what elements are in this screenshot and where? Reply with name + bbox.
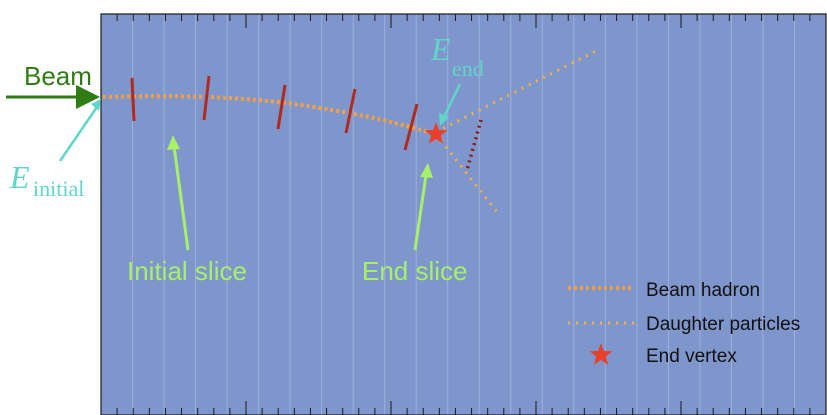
legend-star-icon — [589, 343, 613, 365]
wire-lines — [132, 14, 795, 415]
daughter-track-down — [434, 133, 502, 217]
end-slice-label: End slice — [362, 256, 468, 286]
initial-slice-label: Initial slice — [127, 256, 247, 286]
legend: Beam hadron Daughter particles End verte… — [568, 280, 800, 367]
slice-marker — [276, 84, 287, 130]
legend-daughter-label: Daughter particles — [646, 314, 800, 335]
beam-hadron-track — [102, 94, 433, 135]
e-initial-subscript: initial — [33, 176, 84, 201]
e-initial-pointer — [58, 103, 101, 162]
slice-marker — [202, 75, 211, 121]
axis-ticks — [116, 14, 811, 415]
e-end-subscript: end — [452, 56, 484, 81]
daughter-track-short — [465, 119, 483, 171]
e-end-arrowhead — [439, 113, 449, 126]
slice-marker — [130, 77, 136, 122]
e-end-symbol: E — [430, 31, 451, 67]
end-slice-arrowhead — [420, 163, 433, 178]
e-initial-symbol: E — [9, 159, 30, 195]
slice-marker — [344, 88, 357, 134]
e-initial-arrowhead — [91, 99, 101, 111]
end-vertex-star — [424, 122, 448, 144]
detector-frame — [100, 13, 827, 415]
initial-slice-arrowhead — [167, 135, 180, 150]
slice-marker — [403, 103, 419, 151]
beam-label: Beam — [24, 61, 92, 91]
end-slice-pointer — [413, 174, 428, 251]
e-end-pointer — [441, 83, 462, 120]
legend-beam-hadron-label: Beam hadron — [646, 280, 760, 301]
initial-slice-pointer — [172, 145, 190, 251]
legend-end-vertex-label: End vertex — [646, 346, 737, 367]
detector-panel — [101, 14, 826, 415]
